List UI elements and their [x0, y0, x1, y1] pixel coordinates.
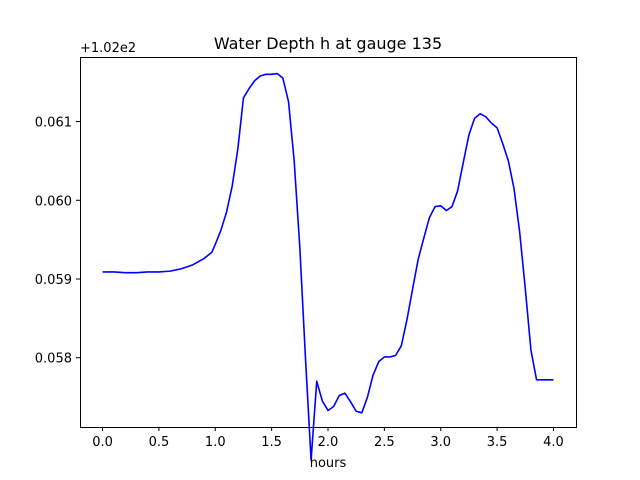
y-tick-label: 0.060 — [35, 194, 72, 209]
x-tick-label: 0.0 — [92, 435, 113, 450]
x-tick-label: 2.5 — [374, 435, 395, 450]
x-tick-label: 4.0 — [543, 435, 564, 450]
y-tick-label: 0.061 — [35, 116, 72, 131]
y-offset-label: +1.02e2 — [80, 41, 136, 56]
x-axis-label: hours — [310, 456, 347, 471]
series-line-0 — [102, 72, 554, 461]
x-tick-label: 2.0 — [318, 435, 339, 450]
chart-title: Water Depth h at gauge 135 — [214, 34, 442, 53]
y-tick-label: 0.058 — [35, 352, 72, 367]
x-tick-label: 3.5 — [487, 435, 508, 450]
x-tick-label: 3.0 — [430, 435, 451, 450]
y-axis: 0.058 0.059 0.060 0.061 — [35, 116, 80, 367]
x-tick-label: 1.5 — [261, 435, 282, 450]
x-tick-label: 0.5 — [149, 435, 170, 450]
plot-area — [102, 72, 554, 461]
x-axis: 0.0 0.5 1.0 1.5 2.0 2.5 3.0 3.5 4.0 — [92, 427, 564, 450]
x-tick-label: 1.0 — [205, 435, 226, 450]
y-tick-label: 0.059 — [35, 273, 72, 288]
